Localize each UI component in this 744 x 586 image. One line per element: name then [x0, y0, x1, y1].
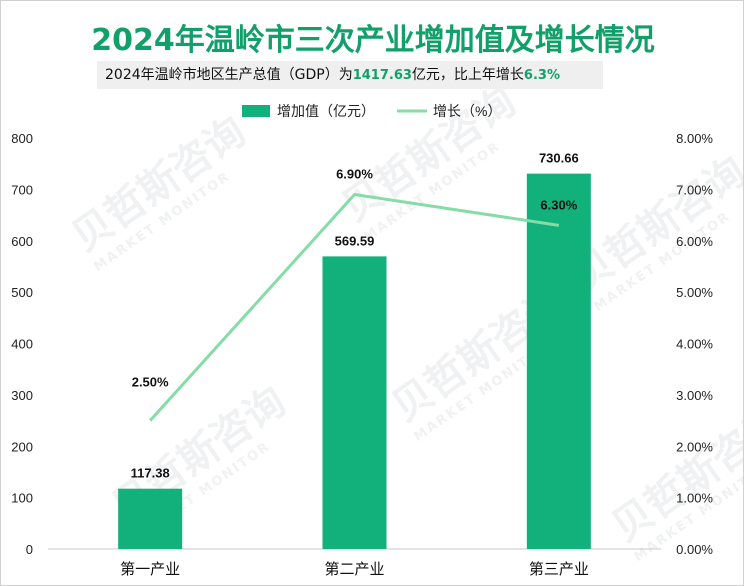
line-data-label: 6.30% [540, 197, 577, 212]
x-category-label: 第三产业 [529, 560, 589, 578]
bar [526, 173, 591, 550]
legend-bar-label: 增加值（亿元） [277, 103, 375, 119]
legend: 增加值（亿元） 增长（%） [242, 103, 501, 119]
line-data-label: 2.50% [132, 375, 169, 390]
bar-data-label: 569.59 [335, 233, 375, 248]
y-left-tick-label: 800 [11, 131, 33, 146]
growth-line [149, 192, 560, 422]
y-right-tick-label: 8.00% [676, 131, 713, 146]
y-left-tick-label: 400 [11, 337, 33, 352]
y-left-tick-label: 300 [11, 388, 33, 403]
subtitle-growth-value: 6.3% [523, 68, 560, 83]
bar [118, 488, 183, 549]
subtitle-gdp-value: 1417.63 [352, 68, 412, 83]
y-left-tick-label: 0 [26, 542, 33, 557]
x-category-label: 第二产业 [324, 560, 384, 578]
y-right-tick-label: 2.00% [676, 439, 713, 454]
y-right-tick-label: 6.00% [676, 234, 713, 249]
y-left-tick-label: 500 [11, 285, 33, 300]
x-category-label: 第一产业 [120, 560, 180, 578]
y-left-tick-label: 600 [11, 234, 33, 249]
y-axis-left: 0 100 200 300 400 500 600 700 800 [11, 131, 33, 557]
bar-data-label: 730.66 [539, 151, 579, 166]
legend-line-label: 增长（%） [433, 103, 501, 119]
chart-subtitle: 2024年温岭市地区生产总值（GDP）为1417.63亿元，比上年增长6.3% [97, 61, 603, 89]
y-right-tick-label: 0.00% [676, 542, 713, 557]
legend-bar-swatch [242, 105, 270, 117]
line-data-label: 6.90% [336, 167, 373, 182]
y-axis-right: 0.00% 1.00% 2.00% 3.00% 4.00% 5.00% 6.00% 7.00%… [676, 131, 713, 557]
y-left-tick-label: 100 [11, 491, 33, 506]
line-series: 2.50% 6.90% 6.30% [132, 167, 578, 422]
bar [322, 256, 387, 549]
y-right-tick-label: 4.00% [676, 337, 713, 352]
bar-series: 117.38 569.59 730.66 [118, 151, 591, 550]
y-right-tick-label: 1.00% [676, 491, 713, 506]
y-right-tick-label: 7.00% [676, 182, 713, 197]
y-right-tick-label: 5.00% [676, 285, 713, 300]
subtitle-middle: 亿元，比上年增长 [411, 67, 524, 83]
x-axis-categories: 第一产业 第二产业 第三产业 [120, 560, 589, 578]
y-right-tick-label: 3.00% [676, 388, 713, 403]
bar-data-label: 117.38 [131, 466, 170, 481]
subtitle-prefix: 2024年温岭市地区生产总值（GDP）为 [105, 67, 353, 83]
y-left-tick-label: 700 [11, 182, 33, 197]
y-left-tick-label: 200 [11, 439, 33, 454]
chart-title: 2024年温岭市三次产业增加值及增长情况 [91, 23, 655, 58]
